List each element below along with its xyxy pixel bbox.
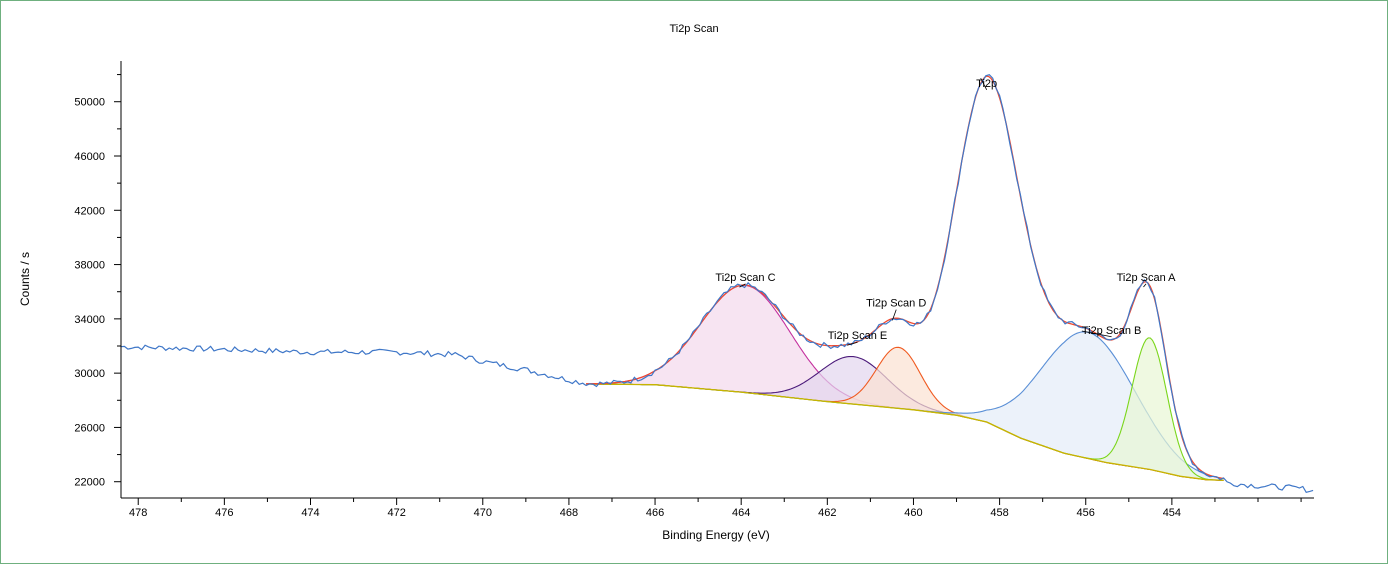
x-tick-label-458: 458: [990, 507, 1008, 519]
y-axis-title: Counts / s: [18, 252, 32, 306]
x-tick-label-456: 456: [1077, 507, 1095, 519]
component-fill-4: [586, 337, 1224, 481]
label-leader-2: [892, 309, 897, 321]
peak-label-4: Ti2p Scan A: [1117, 272, 1177, 284]
x-tick-label-476: 476: [215, 507, 233, 519]
peak-label-5: Ti2p: [976, 78, 997, 90]
component-fill-2: [586, 347, 1224, 481]
y-tick-label-22000: 22000: [74, 477, 105, 489]
measured-spectrum-line: [120, 74, 1314, 493]
x-tick-label-474: 474: [301, 507, 319, 519]
label-leader-3: [1081, 330, 1112, 338]
component-fill-3: [586, 331, 1224, 481]
y-tick-label-46000: 46000: [74, 151, 105, 163]
plot-area: 478 476 474 472 470 468 466 464 462 460 458 456 454 2…: [74, 61, 1314, 519]
x-tick-label-462: 462: [818, 507, 836, 519]
x-tick-label-464: 464: [732, 507, 750, 519]
y-tick-label-30000: 30000: [74, 368, 105, 380]
y-tick-label-38000: 38000: [74, 260, 105, 272]
x-tick-label-454: 454: [1163, 507, 1181, 519]
peak-label-3: Ti2p Scan B: [1082, 325, 1142, 337]
peak-label-1: Ti2p Scan E: [828, 330, 888, 342]
chart-title: Ti2p Scan: [669, 23, 718, 35]
y-tick-label-42000: 42000: [74, 205, 105, 217]
peak-label-0: Ti2p Scan C: [715, 272, 775, 284]
label-leader-5: [980, 77, 988, 90]
x-tick-label-460: 460: [904, 507, 922, 519]
x-tick-label-466: 466: [646, 507, 664, 519]
label-leader-4: [1143, 283, 1147, 288]
y-tick-label-50000: 50000: [74, 97, 105, 109]
x-tick-label-478: 478: [129, 507, 147, 519]
label-leader-1: [847, 341, 858, 346]
component-fill-0: [586, 285, 1224, 481]
x-tick-label-470: 470: [474, 507, 492, 519]
x-tick-label-472: 472: [387, 507, 405, 519]
background-line: [586, 383, 1224, 482]
label-leader-0: [739, 283, 746, 288]
y-tick-label-26000: 26000: [74, 422, 105, 434]
peak-label-2: Ti2p Scan D: [866, 298, 926, 310]
y-tick-label-34000: 34000: [74, 314, 105, 326]
x-axis-title: Binding Energy (eV): [662, 528, 769, 542]
x-tick-label-468: 468: [560, 507, 578, 519]
